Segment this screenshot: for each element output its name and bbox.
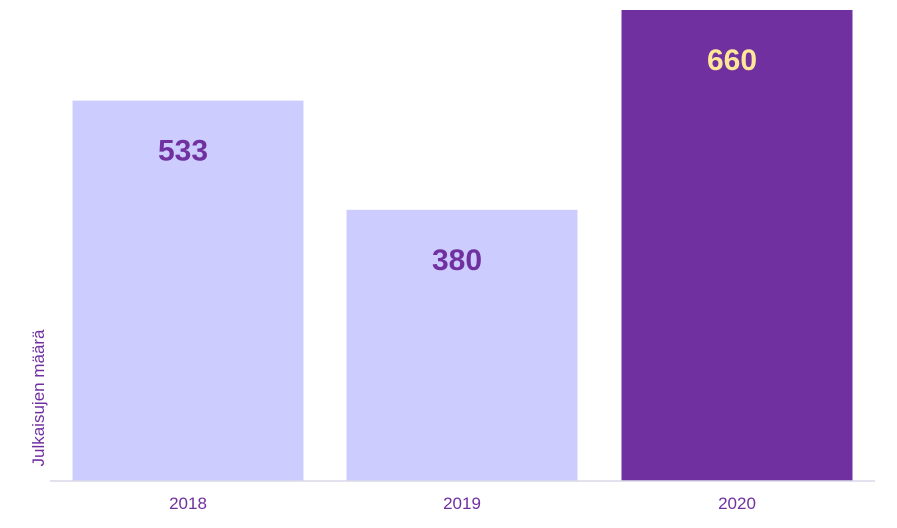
bars-layer (72, 10, 853, 481)
x-tick-label-2020: 2020 (718, 494, 756, 513)
data-label-2019: 380 (432, 244, 482, 277)
y-axis-title: Julkaisujen määrä (29, 329, 48, 467)
x-tick-label-2019: 2019 (443, 494, 481, 513)
bar-2020 (621, 10, 853, 481)
x-tick-label-2018: 2018 (169, 494, 207, 513)
data-label-2020: 660 (707, 44, 757, 77)
data-labels-layer: 533 380 660 (158, 44, 757, 277)
data-label-2018: 533 (158, 135, 208, 168)
bar-2018 (72, 100, 304, 481)
x-tick-labels-layer: 2018 2019 2020 (169, 494, 756, 513)
bar-2019 (346, 209, 578, 481)
